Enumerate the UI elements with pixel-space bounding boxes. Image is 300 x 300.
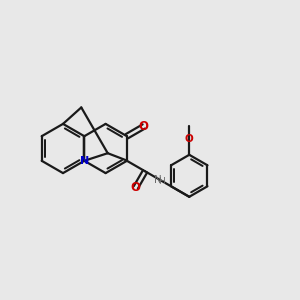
Text: O: O: [139, 120, 149, 133]
Text: N: N: [80, 156, 89, 166]
Text: O: O: [131, 181, 141, 194]
Text: N: N: [154, 175, 162, 184]
Text: H: H: [159, 177, 165, 186]
Text: O: O: [185, 134, 194, 144]
